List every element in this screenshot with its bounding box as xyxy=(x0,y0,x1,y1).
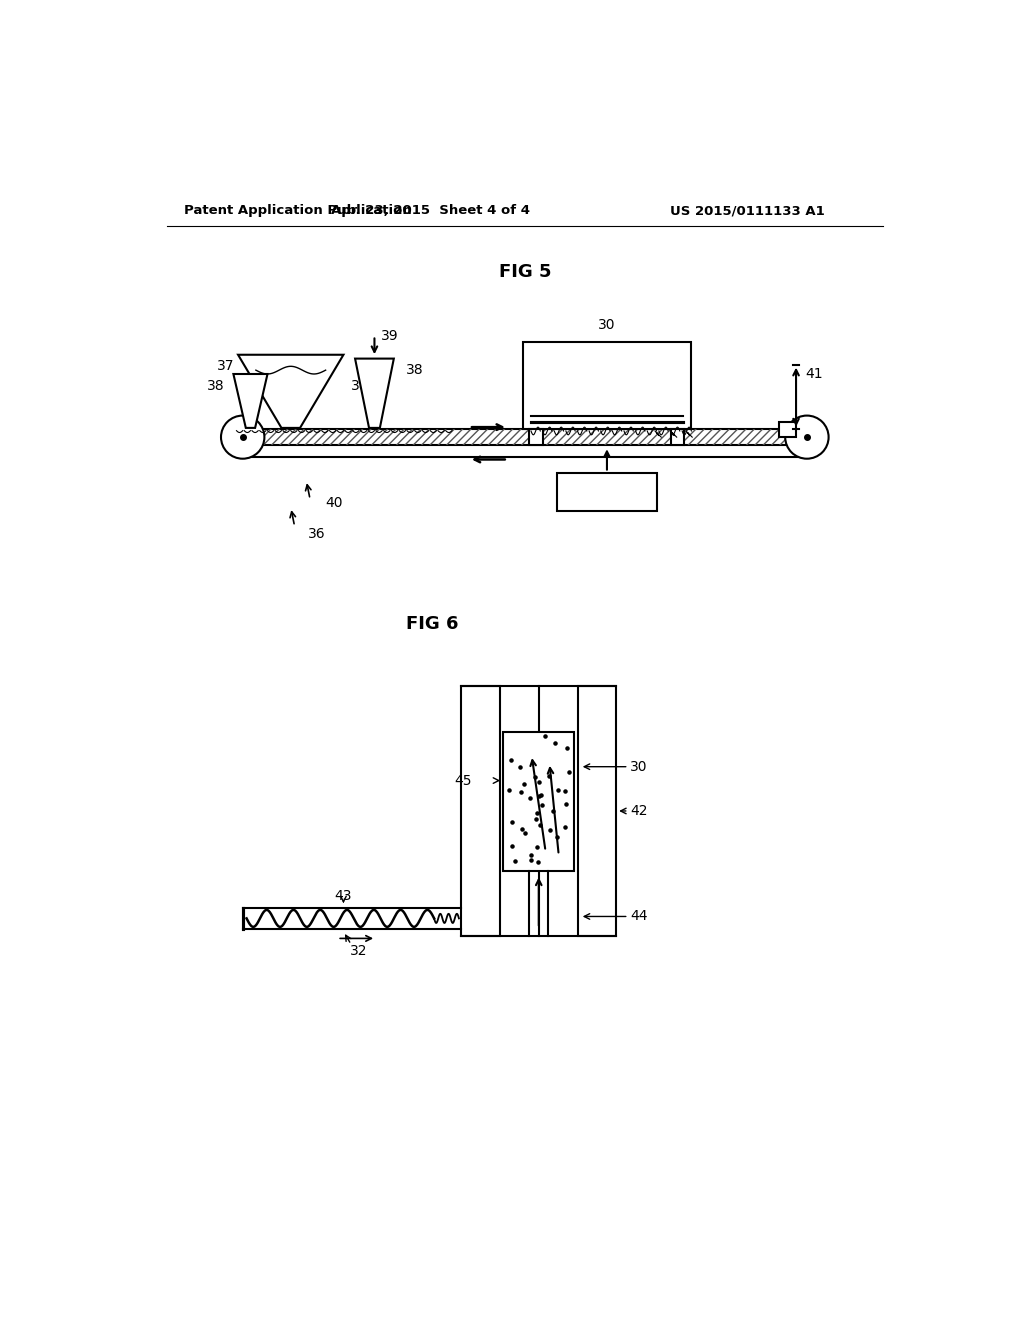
Point xyxy=(513,818,529,840)
Point xyxy=(545,800,561,821)
Text: 41: 41 xyxy=(805,367,823,381)
Bar xyxy=(461,686,500,936)
Polygon shape xyxy=(355,359,394,428)
Point xyxy=(512,781,528,803)
Point xyxy=(522,787,539,808)
Text: 38: 38 xyxy=(207,379,224,392)
Point xyxy=(530,851,547,873)
Text: 38: 38 xyxy=(406,363,423,378)
Point xyxy=(550,779,566,800)
Text: 39: 39 xyxy=(381,329,398,342)
Text: 40: 40 xyxy=(326,496,343,511)
Text: FIG 6: FIG 6 xyxy=(406,615,458,634)
Point xyxy=(526,767,543,788)
Text: 37: 37 xyxy=(217,359,234,374)
Text: 30: 30 xyxy=(630,760,648,774)
Point xyxy=(516,774,532,795)
Text: 43: 43 xyxy=(335,890,352,903)
Text: Patent Application Publication: Patent Application Publication xyxy=(183,205,412,218)
Point xyxy=(507,850,523,871)
Bar xyxy=(557,473,657,511)
Point xyxy=(534,784,550,805)
Point xyxy=(542,820,558,841)
Text: 30: 30 xyxy=(598,318,615,331)
Bar xyxy=(503,733,574,871)
Polygon shape xyxy=(238,355,343,428)
Point xyxy=(534,793,550,814)
Point xyxy=(504,812,520,833)
Point xyxy=(517,822,534,843)
Point xyxy=(529,837,546,858)
Bar xyxy=(671,429,684,445)
Point xyxy=(542,766,558,787)
Point xyxy=(532,814,549,836)
Bar xyxy=(243,429,807,445)
Point xyxy=(559,738,575,759)
Point xyxy=(530,772,547,793)
Point xyxy=(528,803,545,824)
Point xyxy=(548,826,564,847)
Point xyxy=(501,780,517,801)
Text: FIG 5: FIG 5 xyxy=(499,264,551,281)
Text: US 2015/0111133 A1: US 2015/0111133 A1 xyxy=(671,205,825,218)
Point xyxy=(504,836,520,857)
Point xyxy=(523,843,540,865)
Point xyxy=(527,808,544,829)
Point xyxy=(557,817,573,838)
Point xyxy=(561,762,578,783)
Polygon shape xyxy=(233,374,267,428)
Point xyxy=(522,849,539,870)
Bar xyxy=(779,422,796,437)
Point xyxy=(512,756,528,777)
Bar xyxy=(243,429,807,445)
Point xyxy=(558,793,574,814)
Bar xyxy=(529,429,544,445)
Circle shape xyxy=(785,416,828,459)
Text: 42: 42 xyxy=(630,804,648,818)
Text: 45: 45 xyxy=(455,774,472,788)
Point xyxy=(530,785,547,807)
Text: 30: 30 xyxy=(805,430,823,444)
Point xyxy=(537,726,553,747)
Circle shape xyxy=(221,416,264,459)
Bar xyxy=(578,686,616,936)
Point xyxy=(547,733,563,754)
Text: 36: 36 xyxy=(308,527,326,541)
Text: 44: 44 xyxy=(630,909,648,924)
Text: 38: 38 xyxy=(351,379,369,392)
Bar xyxy=(523,342,690,429)
Point xyxy=(503,748,519,770)
Text: 32: 32 xyxy=(350,944,368,958)
Text: Apr. 23, 2015  Sheet 4 of 4: Apr. 23, 2015 Sheet 4 of 4 xyxy=(331,205,529,218)
Point xyxy=(557,780,573,801)
